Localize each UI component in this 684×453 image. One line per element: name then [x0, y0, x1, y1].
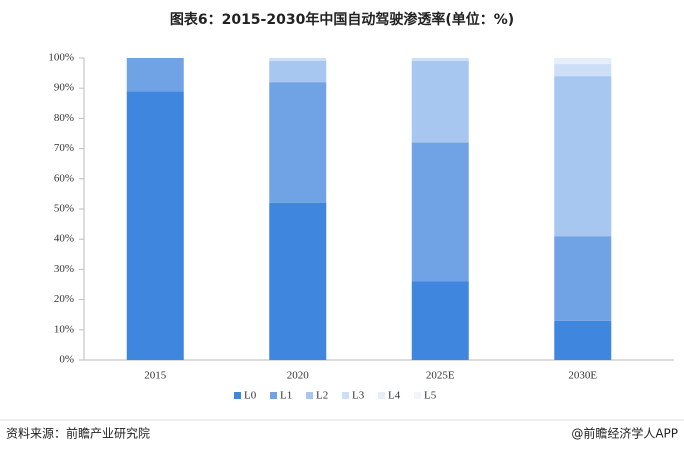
bar-segment — [269, 202, 327, 360]
bar-segment — [126, 91, 184, 360]
legend-swatch — [306, 392, 313, 399]
bar-segment — [554, 320, 612, 360]
legend-label: L4 — [388, 390, 401, 402]
bar-segment — [411, 58, 469, 62]
x-tick-label: 2020 — [287, 370, 310, 382]
y-tick-label: 70% — [54, 142, 74, 154]
legend-label: L1 — [280, 390, 292, 402]
y-tick-label: 40% — [54, 233, 74, 245]
legend-label: L5 — [424, 390, 437, 402]
y-tick-label: 50% — [54, 203, 74, 215]
bar-segment — [554, 76, 612, 237]
legend-swatch — [378, 392, 385, 399]
bar-segment — [126, 58, 184, 92]
y-tick-label: 80% — [54, 112, 74, 124]
legend-swatch — [342, 392, 349, 399]
bar-segment — [411, 281, 469, 360]
legend-swatch — [234, 392, 241, 399]
x-tick-label: 2015 — [144, 370, 167, 382]
bar-segment — [554, 236, 612, 321]
bar-segment — [554, 58, 612, 65]
source: 资料来源：前瞻产业研究院 — [6, 426, 150, 441]
footer: @前瞻经济学人APP — [571, 426, 678, 441]
y-tick-label: 30% — [54, 263, 74, 275]
legend-swatch — [414, 392, 421, 399]
legend-label: L2 — [316, 390, 328, 402]
chart-title: 图表6：2015-2030年中国自动驾驶渗透率(单位：%) — [170, 11, 514, 28]
x-tick-label: 2030E — [568, 370, 597, 382]
y-tick-label: 20% — [54, 293, 74, 305]
y-tick-label: 90% — [54, 82, 74, 94]
bar-segment — [269, 61, 327, 83]
y-tick-label: 100% — [48, 52, 74, 64]
bar-segment — [269, 58, 327, 62]
y-tick-label: 0% — [59, 354, 74, 366]
bar-segment — [269, 82, 327, 203]
bar-segment — [411, 61, 469, 143]
y-tick-label: 10% — [54, 323, 74, 335]
bar-segment — [554, 64, 612, 77]
y-tick-label: 60% — [54, 172, 74, 184]
legend-label: L3 — [352, 390, 365, 402]
legend-swatch — [270, 392, 277, 399]
x-tick-label: 2025E — [426, 370, 455, 382]
bar-segment — [411, 142, 469, 282]
legend-label: L0 — [244, 390, 257, 402]
